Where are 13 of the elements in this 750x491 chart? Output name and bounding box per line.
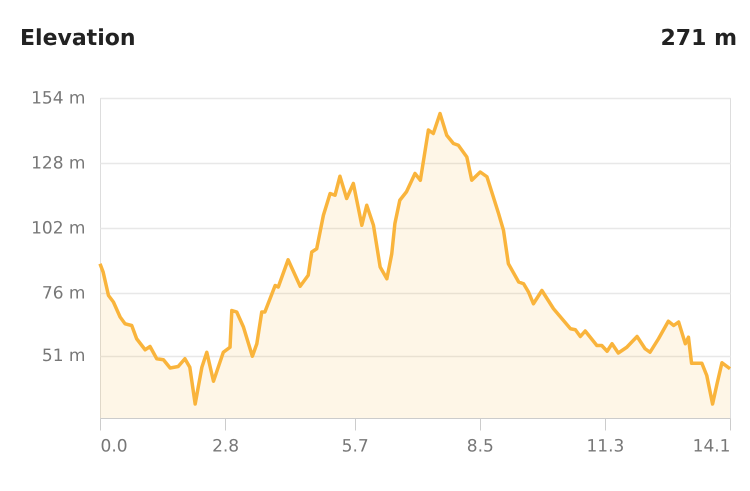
y-tick-label: 51 m bbox=[42, 346, 86, 366]
x-tick-label: 0.0 bbox=[100, 436, 128, 456]
text: 271 m bbox=[660, 26, 737, 51]
y-tick-label: 76 m bbox=[42, 284, 86, 304]
y-tick-label: 102 m bbox=[31, 218, 86, 238]
x-tick-label: 2.8 bbox=[212, 436, 240, 456]
y-tick-label: 128 m bbox=[31, 154, 86, 174]
x-tick-label: 14.1 bbox=[692, 436, 730, 456]
chart-title: Elevation bbox=[20, 26, 136, 51]
y-tick-label: 154 m bbox=[31, 88, 86, 108]
x-tick-label: 5.7 bbox=[342, 436, 369, 456]
x-tick-label: 11.3 bbox=[586, 436, 624, 456]
x-tick-label: 8.5 bbox=[466, 436, 494, 456]
